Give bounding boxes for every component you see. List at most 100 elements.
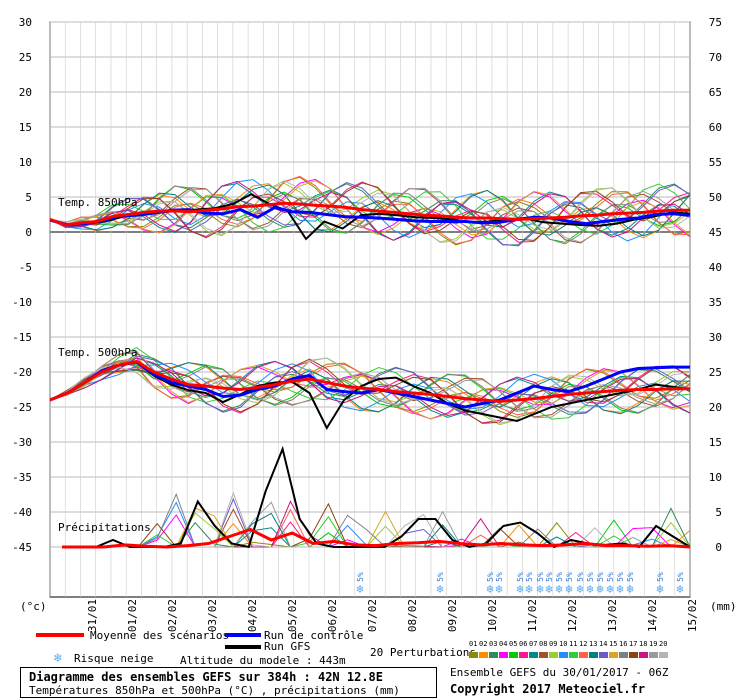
perturbation-number: 02 [479, 640, 488, 648]
perturbations-label: 20 Perturbations [370, 646, 476, 659]
series-t850-line [49, 201, 690, 227]
y-left-tick: -10 [12, 296, 32, 309]
ensemble-t850-line [49, 180, 691, 244]
y-right-tick: 50 [709, 191, 722, 204]
perturbation-swatch [549, 652, 558, 658]
perturbation-swatch [509, 652, 518, 658]
y-left-tick: 10 [19, 156, 32, 169]
y-right-tick: 55 [709, 156, 722, 169]
copyright: Copyright 2017 Meteociel.fr [450, 682, 646, 696]
ensemble-t850-line [49, 182, 691, 241]
footer-info: Ensemble GEFS du 30/01/2017 - 06Z Copyri… [450, 666, 669, 696]
series-t500-line [49, 359, 690, 403]
snowflake-icon: ❄ [565, 582, 572, 596]
perturbation-swatch [659, 652, 668, 658]
snow-risk-label: 5% [656, 572, 665, 582]
x-tick-label: 11/02 [526, 599, 539, 632]
x-tick-label: 05/02 [286, 599, 299, 632]
perturbation-number: 14 [599, 640, 608, 648]
snowflake-icon: ❄ [495, 582, 502, 596]
snowflake-icon: ❄ [356, 582, 363, 596]
label-precip: Précipitations [58, 521, 151, 534]
snowflake-icon: ❄ [486, 582, 493, 596]
perturbation-swatches [469, 650, 669, 658]
y-left-tick: 0 [25, 226, 32, 239]
snow-risk-label: 5% [676, 572, 685, 582]
ensemble-t850-line [49, 183, 691, 246]
y-right-tick: 25 [709, 366, 722, 379]
chart-grid [49, 21, 691, 598]
y-left-tick: -35 [12, 471, 32, 484]
perturbation-swatch [589, 652, 598, 658]
x-tick-label: 03/02 [206, 599, 219, 632]
footer-title-box: Diagramme des ensembles GEFS sur 384h : … [20, 667, 437, 698]
y-right-tick: 30 [709, 331, 722, 344]
snowflake-icon: ❄ [676, 582, 683, 596]
ensemble-t850-line [49, 185, 691, 243]
perturbation-number: 06 [519, 640, 528, 648]
y-right-tick: 40 [709, 261, 722, 274]
legend-mean-swatch [36, 633, 84, 637]
snow-risk-label: 5% [555, 572, 564, 582]
snowflake-icon: ❄ [54, 651, 62, 666]
snow-risk-label: 5% [596, 572, 605, 582]
perturbation-swatch [489, 652, 498, 658]
x-tick-label: 10/02 [486, 599, 499, 632]
perturbation-numbers: 01 02 03 04 05 06 07 08 09 10 11 12 13 14 15 16 17 18 19 20 [469, 640, 669, 648]
snowflake-icon: ❄ [586, 582, 593, 596]
perturbation-number: 03 [489, 640, 498, 648]
y-right-tick: 0 [715, 541, 722, 554]
snowflake-icon: ❄ [436, 582, 443, 596]
ensemble-t850-line [49, 187, 691, 243]
y-left-tick: -40 [12, 506, 32, 519]
x-tick-label: 06/02 [326, 599, 339, 632]
perturbation-number: 20 [659, 640, 668, 648]
snowflake-icon: ❄ [536, 582, 543, 596]
ensemble-t850-line [49, 181, 691, 247]
label-t500: Temp. 500hPa [58, 346, 137, 359]
main-lines [49, 193, 691, 549]
y-left-tick: -25 [12, 401, 32, 414]
perturbation-number: 08 [539, 640, 548, 648]
snow-risk-label: 5% [536, 572, 545, 582]
y-right-tick: 10 [709, 471, 722, 484]
snowflake-icon: ❄ [525, 582, 532, 596]
y-left-tick: -5 [19, 261, 32, 274]
y-right-tick: 60 [709, 121, 722, 134]
snowflake-icon: ❄ [545, 582, 552, 596]
x-tick-label: 12/02 [566, 599, 579, 632]
y-right-tick: 15 [709, 436, 722, 449]
snow-risk-label: 5% [486, 572, 495, 582]
altitude-label: Altitude du modele : 443m [180, 654, 346, 667]
x-tick-label: 08/02 [406, 599, 419, 632]
perturbation-number: 13 [589, 640, 598, 648]
perturbation-number: 18 [639, 640, 648, 648]
left-axis-unit: (°c) [20, 600, 47, 613]
perturbation-swatch [579, 652, 588, 658]
legend-gfs-label: Run GFS [264, 640, 311, 653]
ensemble-t850-line [49, 184, 691, 237]
y-right-tick: 75 [709, 16, 722, 29]
perturbation-swatch [569, 652, 578, 658]
snow-risk-label: 5% [545, 572, 554, 582]
perturbation-swatch [559, 652, 568, 658]
y-left-tick: -15 [12, 331, 32, 344]
snowflake-icon: ❄ [606, 582, 613, 596]
snow-risk-label: 5% [586, 572, 595, 582]
y-left-tick: -45 [12, 541, 32, 554]
snow-risk-label: 5% [606, 572, 615, 582]
perturbation-swatch [499, 652, 508, 658]
y-left-tick: 20 [19, 86, 32, 99]
ensemble-t500-line [49, 353, 691, 415]
x-tick-label: 07/02 [366, 599, 379, 632]
perturbation-number: 05 [509, 640, 518, 648]
snowflake-icon: ❄ [616, 582, 623, 596]
ensemble-t500-line [49, 347, 691, 420]
y-right-tick: 5 [715, 506, 722, 519]
legend-mean-label: Moyenne des scénarios [90, 629, 230, 642]
perturbation-number: 04 [499, 640, 508, 648]
x-tick-label: 02/02 [166, 599, 179, 632]
perturbation-swatch [649, 652, 658, 658]
snowflake-icon: ❄ [626, 582, 633, 596]
